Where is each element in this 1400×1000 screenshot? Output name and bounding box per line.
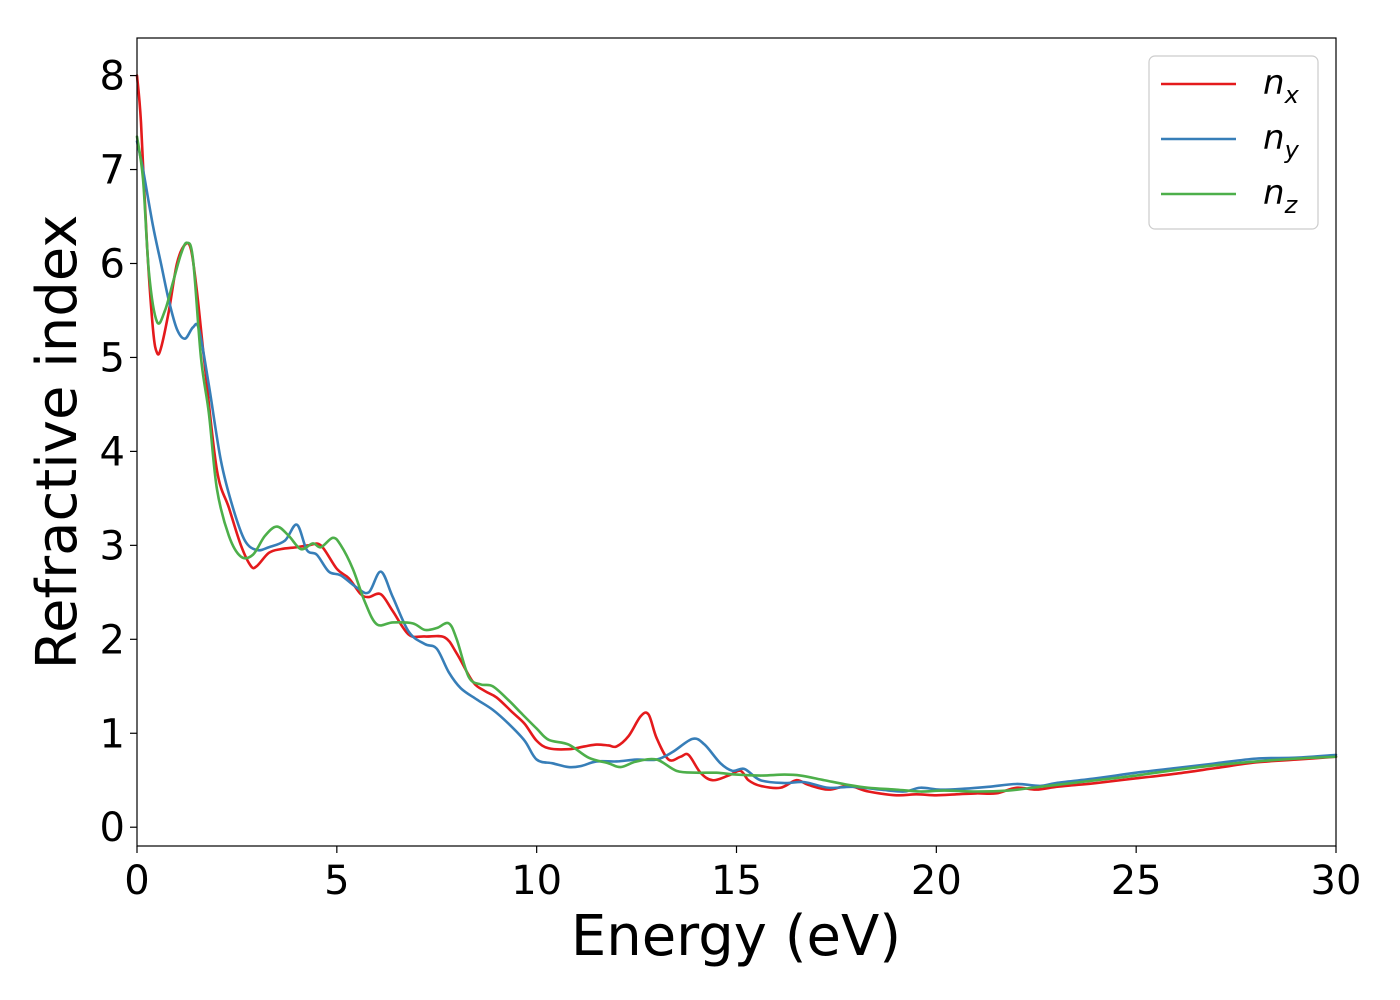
x-tick-label: 15 [711, 858, 762, 904]
y-axis-title: Refractive index [25, 215, 90, 670]
plot-background [137, 38, 1336, 846]
y-tick-label: 7 [100, 148, 125, 194]
x-tick-label: 20 [911, 858, 962, 904]
y-tick-label: 2 [100, 617, 125, 663]
x-tick-label: 10 [511, 858, 562, 904]
x-tick-label: 0 [124, 858, 149, 904]
y-tick-label: 0 [100, 805, 125, 851]
y-tick-label: 3 [100, 523, 125, 569]
series-line-z [135, 135, 1338, 793]
series-line-x [135, 74, 1338, 797]
legend-label-x: nx [1263, 63, 1300, 109]
x-tick-label: 25 [1111, 858, 1162, 904]
x-axis: 0 5 10 15 20 25 30 [124, 846, 1361, 904]
legend-label-z: nz [1263, 173, 1299, 219]
x-tick-label: 5 [324, 858, 349, 904]
y-tick-label: 8 [100, 54, 125, 100]
y-axis: 0 1 2 3 4 5 6 7 8 [100, 54, 137, 851]
legend: nx ny nz [1148, 55, 1319, 230]
y-tick-label: 5 [100, 335, 125, 381]
legend-label-y: ny [1263, 118, 1300, 164]
x-tick-label: 30 [1311, 858, 1362, 904]
y-tick-label: 1 [100, 711, 125, 757]
y-tick-label: 6 [100, 241, 125, 287]
series-layer [135, 74, 1338, 797]
series-line-y [135, 140, 1338, 793]
legend-box [1148, 55, 1319, 230]
x-axis-title: Energy (eV) [571, 904, 901, 969]
y-tick-label: 4 [100, 429, 125, 475]
